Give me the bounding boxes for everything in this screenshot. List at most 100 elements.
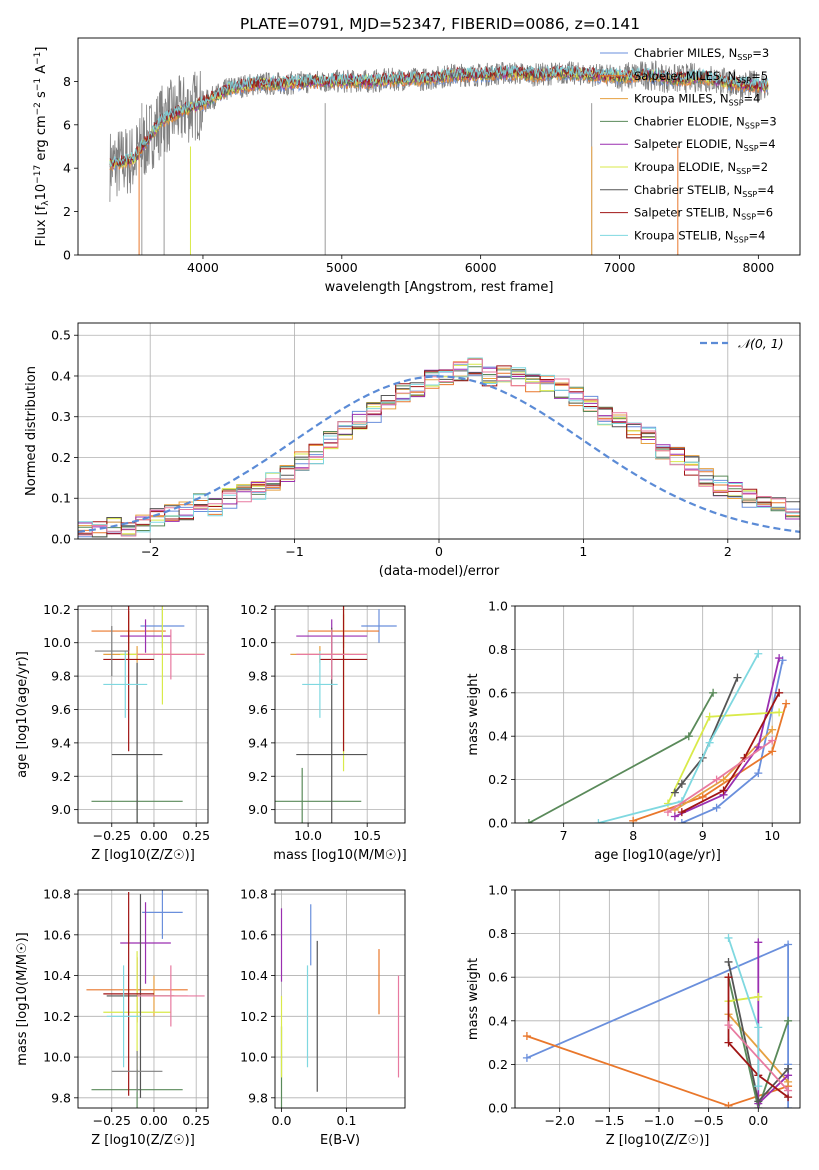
hist-kroupa-miles (78, 367, 800, 531)
y-tick-label: 0.6 (488, 970, 508, 985)
y-tick-label: 9.0 (248, 802, 268, 817)
legend-item: Kroupa MILES, NSSP=4 (600, 92, 760, 108)
y-tick-label: 9.6 (51, 702, 71, 717)
plot-area (86, 890, 205, 1108)
errorbar-point (319, 606, 368, 752)
plot-area (522, 933, 793, 1108)
figure-title: PLATE=0791, MJD=52347, FIBERID=0086, z=0… (240, 15, 640, 33)
y-tick-label: 9.8 (51, 669, 71, 684)
marker (698, 792, 707, 801)
y-tick-label: 10.0 (240, 635, 268, 650)
x-tick-label: 0 (435, 544, 443, 559)
errorbar-point (103, 651, 148, 718)
panel-spectrum: 4000 5000 6000 7000 8000 0 2 4 6 8 wavelength [Ang… (33, 37, 801, 295)
marker (733, 673, 742, 682)
errorbar-point (137, 629, 205, 680)
y-tick-label: 10.2 (43, 602, 71, 617)
errorbar-point (106, 965, 141, 1068)
errorbar-point (296, 629, 368, 680)
x-tick-label: 0.1 (337, 1113, 357, 1128)
y-tick-label: 10.6 (240, 927, 268, 942)
marker (775, 688, 784, 697)
axes-frame (514, 605, 801, 824)
x-axis-label: wavelength [Angstrom, rest frame] (325, 280, 554, 295)
x-axis-label: mass [log10(M/M☉)] (273, 848, 406, 863)
marker (784, 1016, 793, 1025)
y-tick-label: 9.8 (248, 669, 268, 684)
legend-label: Chabrier ELODIE, NSSP=3 (634, 114, 777, 130)
marker (709, 688, 718, 697)
y-tick-label: 9.2 (248, 769, 268, 784)
y-tick-label: 9.0 (51, 802, 71, 817)
x-tick-label: 6000 (465, 260, 497, 275)
marker (754, 1023, 763, 1032)
marker (594, 819, 603, 823)
legend-label: Kroupa MILES, NSSP=4 (634, 92, 760, 108)
y-tick-label: 0.1 (51, 491, 71, 506)
legend-item: Salpeter MILES, NSSP=5 (600, 69, 768, 85)
x-tick-label: −2.0 (545, 1113, 575, 1128)
axes-frame (274, 605, 406, 824)
axes-frame (77, 322, 801, 540)
marker (629, 816, 638, 823)
legend-item: Kroupa STELIB, NSSP=4 (600, 228, 765, 244)
legend-label: Salpeter ELODIE, NSSP=4 (634, 137, 776, 153)
panel-age-vs-mass: 10.0 10.5 9.0 9.2 9.4 9.6 9.8 10.0 10.2 mass [log… (240, 602, 407, 863)
line-chabrier-miles (681, 660, 784, 823)
x-tick-label: 7000 (604, 260, 636, 275)
plot-area (275, 606, 397, 823)
legend-label: Chabrier MILES, NSSP=3 (634, 46, 769, 62)
errorbar-point (302, 651, 338, 718)
line-chabrier-elodie (727, 977, 789, 1108)
y-tick-label: 10.2 (43, 1009, 71, 1024)
marker (784, 1086, 793, 1095)
x-tick-label: 4000 (187, 260, 219, 275)
marker (724, 1101, 733, 1108)
panel-age-vs-Z: −0.25 0.00 0.25 9.0 9.2 9.4 9.6 9.8 10.0 10.2 Z [l… (15, 602, 210, 863)
y-tick-label: 0.8 (488, 926, 508, 941)
y-tick-label: 2 (63, 204, 71, 219)
marker (705, 738, 714, 747)
y-tick-label: 9.8 (248, 1090, 268, 1105)
panel-mass-vs-EBV: 0.0 0.1 9.8 10.0 10.2 10.4 10.6 10.8 E(B-V) (240, 887, 406, 1148)
y-tick-label: 0.2 (488, 1057, 508, 1072)
y-tick-label: 0.0 (51, 532, 71, 547)
marker (768, 747, 777, 756)
panel-massweight-vs-age: 7 8 9 10 0.0 0.2 0.4 0.6 0.8 1.0 age [log10(age/yr… (466, 599, 801, 863)
marker (684, 732, 693, 741)
y-tick-label: 10.8 (240, 887, 268, 902)
y-axis-label: mass weight (466, 958, 481, 1040)
x-tick-label: 8000 (742, 260, 774, 275)
errorbar-point (111, 662, 163, 823)
errorbar-point (120, 619, 171, 653)
x-axis-label: E(B-V) (320, 1133, 360, 1148)
x-tick-label: 8 (629, 828, 637, 843)
y-tick-label: 0.3 (51, 409, 71, 424)
legend-label: Kroupa ELODIE, NSSP=2 (634, 160, 768, 176)
x-tick-label: −0.5 (693, 1113, 723, 1128)
legend-item: Salpeter ELODIE, NSSP=4 (600, 137, 776, 153)
legend-item: Kroupa ELODIE, NSSP=2 (600, 160, 768, 176)
marker (782, 699, 791, 708)
marker (522, 1053, 531, 1062)
marker (724, 957, 733, 966)
marker (784, 940, 793, 949)
y-tick-label: 10.0 (43, 635, 71, 650)
x-tick-label: 0.00 (140, 1113, 168, 1128)
marker (677, 779, 686, 788)
errorbar-point (142, 890, 183, 939)
y-tick-label: 10.6 (43, 927, 71, 942)
x-tick-label: 0.25 (182, 828, 210, 843)
x-axis-label: Z [log10(Z/Z☉)] (91, 848, 195, 863)
errorbar-point (120, 902, 171, 984)
errorbar-point (103, 892, 154, 1096)
y-tick-label: 6 (63, 117, 71, 132)
marker (670, 788, 679, 797)
y-tick-label: 0.5 (51, 328, 71, 343)
hist-chabrier-miles (78, 364, 800, 538)
marker (754, 1082, 763, 1091)
legend-item: Chabrier MILES, NSSP=3 (600, 46, 769, 62)
y-tick-label: 9.2 (51, 769, 71, 784)
x-tick-label: −2 (141, 544, 159, 559)
